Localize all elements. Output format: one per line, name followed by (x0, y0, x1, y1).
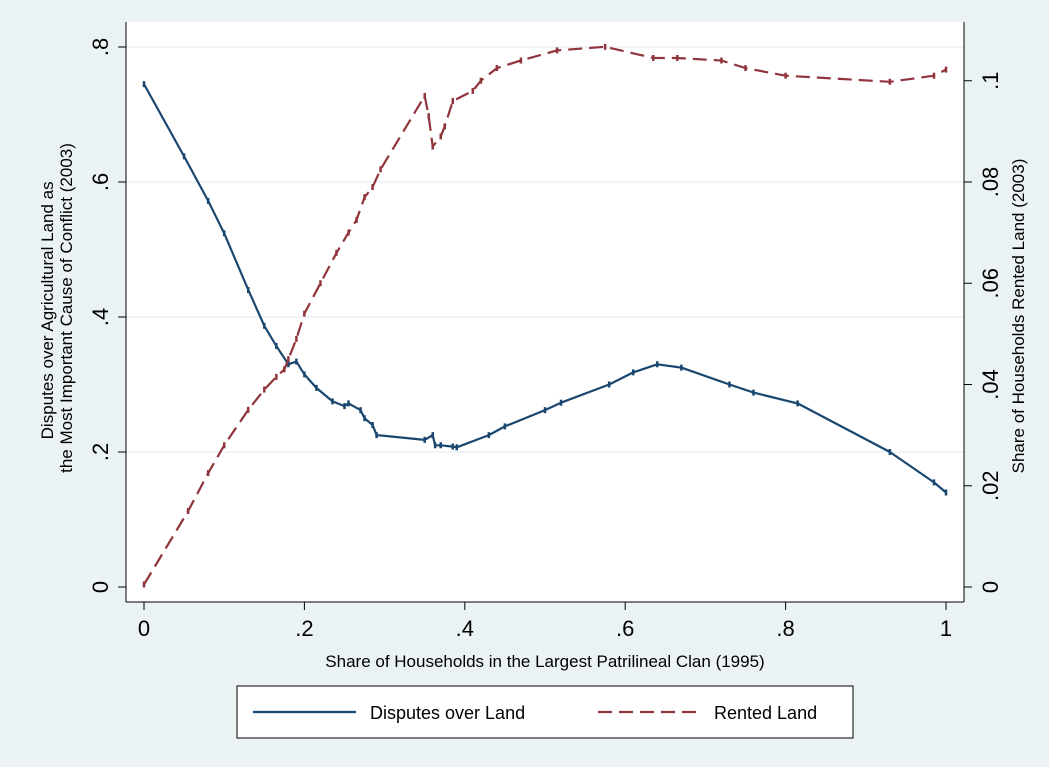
legend-label-rented: Rented Land (714, 703, 817, 723)
gridlines (126, 46, 964, 453)
x-tick-label-5: 1 (940, 616, 952, 641)
series-line-1 (143, 45, 947, 586)
x-axis-title: Share of Households in the Largest Patri… (325, 652, 764, 671)
y-right-tick-label-2: .04 (978, 369, 1003, 400)
y-left-axis-title-line-2: the Most Important Cause of Conflict (20… (57, 143, 76, 473)
axes: 0 .2 .4 .6 .8 1 0 .2 .4 .6 .8 0 .02 .04 .06 .08 .1 (88, 22, 1003, 641)
legend: Disputes over Land Rented Land (236, 685, 854, 739)
x-tick-label-2: .4 (456, 616, 474, 641)
x-tick-label-3: .6 (616, 616, 634, 641)
y-left-tick-label-0: 0 (88, 581, 113, 593)
y-left-tick-label-3: .6 (88, 173, 113, 191)
y-right-tick-label-0: 0 (978, 581, 1003, 593)
y-right-tick-label-5: .1 (978, 72, 1003, 90)
series-line-0 (143, 83, 947, 494)
y-left-tick-label-4: .8 (88, 38, 113, 56)
y-right-tick-label-1: .02 (978, 470, 1003, 501)
y-right-tick-label-4: .08 (978, 167, 1003, 198)
y-left-tick-label-1: .2 (88, 443, 113, 461)
y-left-tick-label-2: .4 (88, 308, 113, 326)
plot-area (126, 22, 964, 602)
y-right-axis-title: Share of Households Rented Land (2003) (1009, 159, 1028, 474)
x-tick-label-1: .2 (295, 616, 313, 641)
y-left-axis-title: Disputes over Agricultural Land as the M… (38, 143, 76, 473)
x-tick-label-4: .8 (776, 616, 794, 641)
y-left-axis-title-line-1: Disputes over Agricultural Land as (38, 181, 57, 439)
series (142, 43, 948, 588)
legend-box (236, 685, 854, 739)
x-tick-label-0: 0 (138, 616, 150, 641)
y-right-tick-label-3: .06 (978, 268, 1003, 299)
legend-label-disputes: Disputes over Land (370, 703, 525, 723)
